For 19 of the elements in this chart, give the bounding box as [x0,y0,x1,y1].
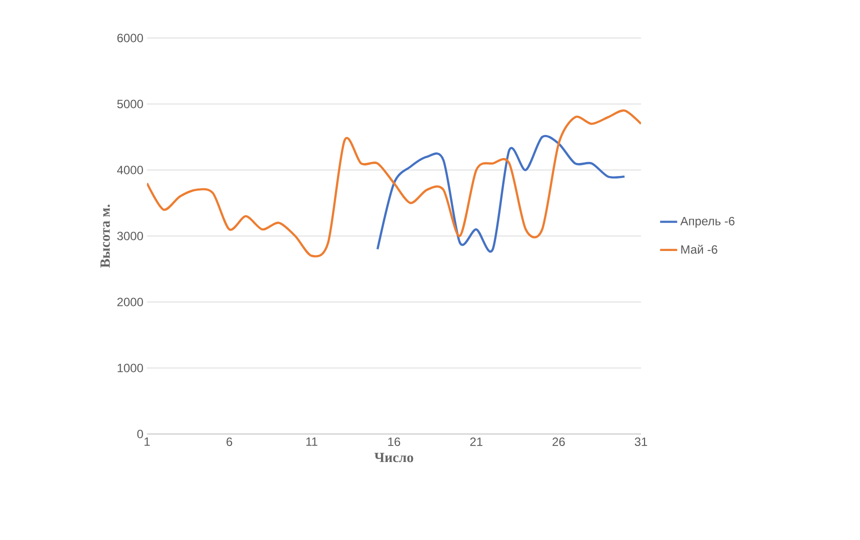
x-tick-label: 31 [634,438,648,446]
y-tick-label: 0 [137,430,144,438]
legend-label: Май -6 [681,244,718,254]
legend-label: Апрель -6 [680,216,734,228]
x-tick-label: 1 [144,438,150,446]
y-tick-label: 5000 [117,100,143,108]
x-tick-label: 16 [388,438,400,446]
x-tick-label: 11 [306,438,318,446]
y-tick-label: 3000 [117,232,143,240]
x-tick-label: 26 [552,438,565,446]
x-axis-title: Число [374,452,414,462]
y-tick-label: 2000 [117,298,143,306]
x-tick-label: 21 [470,438,482,446]
y-tick-label: 1000 [118,364,143,372]
y-axis-title: Высота м. [100,204,110,268]
x-tick-label: 6 [226,438,232,446]
line-series [147,110,641,258]
y-tick-label: 6000 [117,34,143,42]
y-tick-label: 4000 [117,166,143,174]
